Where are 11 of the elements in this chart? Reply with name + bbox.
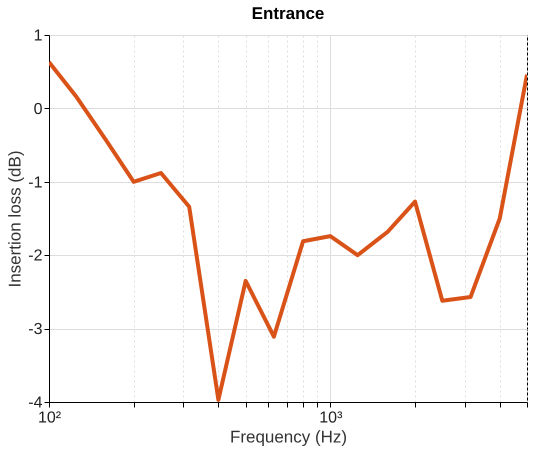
chart-title: Entrance xyxy=(252,4,324,23)
y-tick-label: -1 xyxy=(28,174,43,192)
y-tick-label: 1 xyxy=(34,28,43,44)
y-axis-title: Insertion loss (dB) xyxy=(5,150,24,288)
x-axis-title: Frequency (Hz) xyxy=(230,428,348,446)
x-tick-label: 10² xyxy=(38,410,62,426)
y-tick-label: -3 xyxy=(28,321,43,338)
y-tick-label: -2 xyxy=(28,248,43,265)
y-tick-label: 0 xyxy=(34,100,43,118)
y-tick-label: -4 xyxy=(28,394,43,412)
x-tick-label: 10³ xyxy=(319,410,344,426)
